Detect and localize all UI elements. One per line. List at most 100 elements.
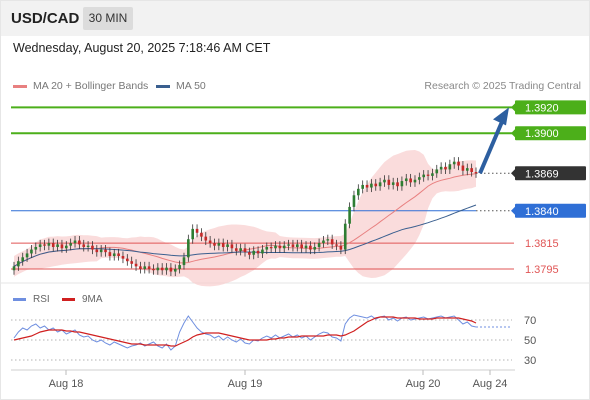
candle-body: [265, 246, 269, 250]
candle-body: [343, 223, 347, 250]
candle-body: [147, 266, 151, 269]
candle-body: [30, 249, 33, 254]
candle-body: [165, 267, 168, 271]
candle-body: [378, 182, 382, 187]
candle-body: [12, 266, 16, 271]
candle-body: [239, 248, 242, 251]
candle-body: [64, 245, 68, 249]
candle-body: [117, 253, 120, 257]
level-label-1.3920: 1.3920: [525, 102, 559, 114]
candle-body: [413, 179, 417, 183]
candle-body: [121, 256, 125, 259]
candle-body: [295, 244, 299, 247]
candle-body: [335, 244, 338, 246]
candle-body: [86, 245, 90, 247]
candle-body: [204, 236, 208, 241]
level-tag-pointer: [511, 169, 515, 178]
candle-body: [178, 265, 181, 269]
level-label-1.3900: 1.3900: [525, 128, 559, 140]
candle-body: [51, 243, 55, 247]
candle-body: [426, 174, 430, 176]
candle-body: [396, 182, 399, 187]
level-tag-1.3900: [515, 126, 586, 141]
candle-body: [431, 173, 434, 176]
candle-body: [217, 243, 221, 246]
level-tag-1.3869: [515, 166, 586, 181]
candle-body: [409, 178, 412, 183]
rsi-ma-line: [13, 316, 477, 347]
candle-body: [461, 165, 465, 171]
legend-ma50: MA 50: [156, 80, 206, 92]
candle-body: [82, 244, 86, 247]
level-tag-pointer: [511, 206, 515, 215]
candle-body: [43, 244, 46, 246]
candle-body: [444, 166, 447, 170]
candle-body: [195, 228, 199, 233]
rsi-label: RSI: [33, 294, 50, 305]
candle-body: [200, 232, 203, 237]
level-tag-pointer: [511, 129, 515, 138]
level-label-1.3815: 1.3815: [525, 238, 559, 250]
candle-body: [130, 261, 133, 264]
candle-body: [282, 245, 286, 249]
rsi-tick-label-70: 70: [524, 315, 536, 327]
rsi-ma-label: 9MA: [82, 294, 103, 305]
candle-body: [126, 258, 129, 262]
x-tick-label-aug-20: Aug 20: [406, 378, 441, 390]
candle-body: [435, 169, 439, 174]
candle-body: [21, 257, 25, 262]
candle-body: [326, 239, 330, 241]
candle-body: [104, 249, 107, 253]
candle-body: [226, 244, 229, 247]
candle-body: [474, 172, 478, 174]
candle-body: [452, 161, 456, 165]
ma20-label: MA 20 + Bollinger Bands: [33, 80, 149, 92]
symbol-title: USD/CAD: [11, 10, 80, 27]
ma50-swatch: [156, 84, 170, 88]
candle-body: [278, 245, 282, 249]
candle-body: [256, 250, 260, 254]
candle-body: [182, 257, 186, 266]
timeframe-badge[interactable]: 30 MIN: [83, 7, 133, 30]
candle-body: [73, 240, 77, 244]
candle-body: [152, 268, 155, 271]
candle-body: [156, 267, 160, 271]
candle-body: [418, 177, 421, 180]
level-tag-1.3840: [515, 203, 586, 218]
candle-body: [47, 243, 51, 246]
rsi-ma-swatch: [62, 298, 75, 301]
candle-body: [269, 246, 273, 249]
x-tick-label-aug-24: Aug 24: [473, 378, 508, 390]
candle-body: [25, 253, 29, 258]
bollinger-band: [14, 150, 476, 287]
candle-body: [422, 174, 426, 178]
candle-body: [243, 248, 247, 253]
candle-body: [383, 179, 386, 183]
candle-body: [248, 252, 251, 255]
legend-ma20: MA 20 + Bollinger Bands: [13, 80, 148, 92]
candle-body: [448, 164, 452, 170]
candle-body: [400, 181, 404, 187]
candle-body: [374, 183, 378, 187]
candle-body: [252, 250, 256, 255]
candle-body: [173, 268, 177, 272]
candle-body: [357, 188, 360, 196]
candle-body: [465, 168, 469, 171]
candle-body: [191, 228, 195, 240]
legend-rsi: RSI: [13, 294, 50, 305]
candle-body: [78, 240, 81, 245]
candle-body: [322, 240, 325, 244]
candle-body: [230, 244, 234, 249]
candle-body: [99, 249, 103, 253]
candle-body: [56, 244, 59, 247]
ma20-swatch: [13, 84, 27, 88]
candle-body: [134, 263, 138, 267]
timestamp: Wednesday, August 20, 2025 7:18:46 AM CE…: [13, 41, 271, 55]
candle-body: [38, 244, 42, 247]
candle-body: [287, 244, 290, 246]
candle-body: [208, 240, 212, 244]
candle-body: [457, 161, 460, 166]
x-tick-label-aug-18: Aug 18: [49, 378, 84, 390]
candle-body: [339, 245, 343, 250]
